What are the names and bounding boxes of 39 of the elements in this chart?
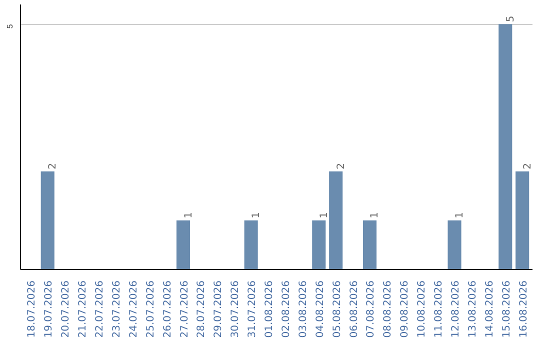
- x-tick-label: 01.08.2026: [264, 280, 276, 338]
- x-tick-label: 28.07.2026: [196, 280, 208, 338]
- x-tick-label: 16.08.2026: [518, 280, 530, 338]
- x-tick-label: 29.07.2026: [213, 280, 224, 338]
- x-tick-label: 08.08.2026: [382, 280, 394, 338]
- x-tick-label: 07.08.2026: [366, 280, 377, 338]
- data-label: 2: [522, 162, 534, 170]
- x-tick-label: 06.08.2026: [348, 280, 360, 338]
- x-tick-label: 21.07.2026: [78, 280, 89, 338]
- x-tick-label: 09.08.2026: [400, 280, 411, 338]
- x-tick-label: 12.08.2026: [450, 280, 462, 338]
- x-tick-label: 27.07.2026: [179, 280, 190, 338]
- x-tick-label: 10.08.2026: [416, 280, 428, 338]
- x-tick-label: 19.07.2026: [44, 280, 55, 338]
- x-tick-label: 18.07.2026: [26, 280, 38, 338]
- data-label: 1: [454, 212, 466, 218]
- x-tick-label: 26.07.2026: [162, 280, 174, 338]
- data-label: 5: [505, 16, 516, 22]
- x-tick-label: 20.07.2026: [60, 280, 72, 338]
- data-label: 1: [251, 212, 262, 218]
- x-tick-label: 15.08.2026: [501, 280, 512, 338]
- x-tick-label: 03.08.2026: [298, 280, 309, 338]
- data-label: 1: [370, 212, 381, 218]
- x-tick-label: 14.08.2026: [484, 280, 496, 338]
- x-tick-label: 22.07.2026: [94, 280, 106, 338]
- data-label: 2: [336, 162, 347, 170]
- x-tick-label: 04.08.2026: [314, 280, 326, 338]
- data-label: 2: [48, 162, 59, 170]
- x-tick-label: 02.08.2026: [280, 280, 292, 338]
- x-tick-label: 31.07.2026: [247, 280, 258, 338]
- x-tick-label: 05.08.2026: [332, 280, 343, 338]
- x-tick-label: 30.07.2026: [230, 280, 242, 338]
- x-tick-label: 23.07.2026: [111, 280, 122, 338]
- x-tick-label: 24.07.2026: [128, 280, 140, 338]
- x-tick-label: 13.08.2026: [467, 280, 478, 338]
- data-label: 1: [183, 212, 194, 218]
- x-tick-label: 25.07.2026: [145, 280, 156, 338]
- data-label: 1: [318, 212, 330, 218]
- x-tick-label: 11.08.2026: [434, 280, 445, 338]
